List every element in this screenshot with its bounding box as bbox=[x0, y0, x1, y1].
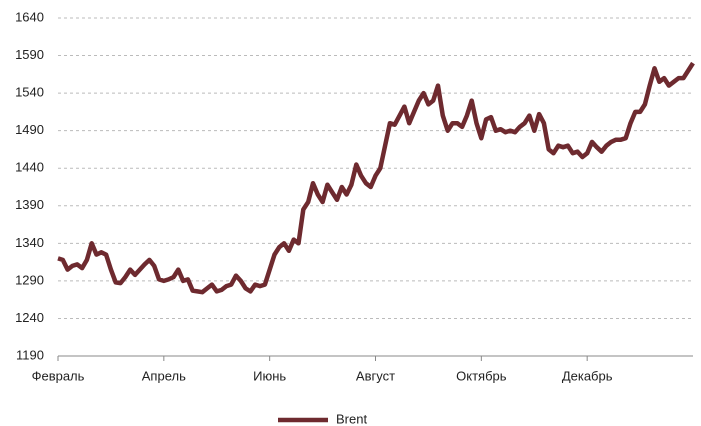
x-tick-label: Февраль bbox=[32, 368, 85, 383]
x-tick-label: Апрель bbox=[142, 368, 186, 383]
y-tick-label: 1290 bbox=[15, 272, 44, 287]
y-tick-label: 1190 bbox=[16, 347, 44, 362]
line-series bbox=[57, 61, 695, 295]
y-tick-label: 1240 bbox=[15, 310, 44, 325]
y-tick-label: 1640 bbox=[15, 9, 44, 24]
y-tick-label: 1490 bbox=[15, 122, 44, 137]
x-tick-label: Август bbox=[356, 368, 395, 383]
x-tick-label: Октябрь bbox=[456, 368, 507, 383]
y-tick-label: 1540 bbox=[15, 85, 44, 100]
x-tick-label: Июнь bbox=[253, 368, 286, 383]
y-tick-label: 1390 bbox=[15, 197, 44, 212]
x-tick-label: Декабрь bbox=[562, 368, 613, 383]
y-tick-label: 1340 bbox=[15, 235, 44, 250]
legend-label: Brent bbox=[336, 411, 367, 426]
y-tick-label: 1440 bbox=[15, 160, 44, 175]
y-tick-label: 1590 bbox=[15, 47, 44, 62]
